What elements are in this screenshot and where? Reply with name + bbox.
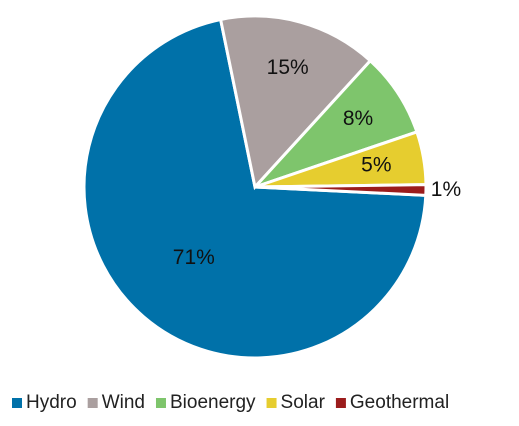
legend-swatch xyxy=(87,398,98,408)
legend-label: Wind xyxy=(102,392,145,413)
legend-swatch xyxy=(335,398,346,408)
legend-swatch xyxy=(12,398,22,408)
pie-slice xyxy=(218,14,373,191)
value-label: 5% xyxy=(361,154,391,177)
legend-label: Geothermal xyxy=(350,392,449,413)
value-label: 1% xyxy=(431,178,461,201)
legend-label: Hydro xyxy=(26,392,77,413)
value-label: 15% xyxy=(267,56,309,79)
value-label: 8% xyxy=(343,107,373,130)
value-label: 71% xyxy=(173,246,215,269)
legend-swatch xyxy=(266,398,277,408)
legend-swatch xyxy=(155,398,166,408)
legend-label: Bioenergy xyxy=(170,392,256,413)
legend-label: Solar xyxy=(281,392,326,413)
pie-slice xyxy=(254,183,428,197)
